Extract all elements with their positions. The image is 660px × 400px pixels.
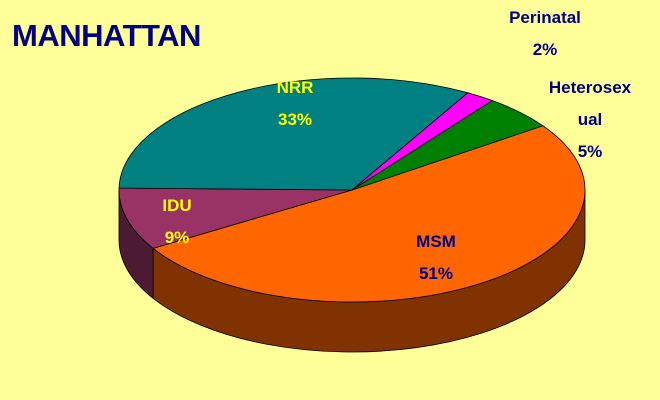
value-label: 5% <box>577 142 603 161</box>
value-label: 2% <box>532 40 558 59</box>
slice-label: Heterosexual 5% <box>545 72 635 168</box>
category-label: IDU <box>162 196 192 215</box>
slice-label: IDU 9% <box>162 190 191 254</box>
value-label: 33% <box>277 110 313 129</box>
slice-label: Perinatal 2% <box>509 2 581 66</box>
category-label: MSM <box>416 232 456 251</box>
value-label: 51% <box>418 264 454 283</box>
slice <box>152 125 586 303</box>
chart-title: MANHATTAN <box>12 18 201 53</box>
category-label: NRR <box>276 78 314 97</box>
category-label: Heterosexual <box>548 78 632 129</box>
slice <box>118 187 353 249</box>
slice <box>351 100 544 191</box>
category-label: Perinatal <box>509 8 581 27</box>
slice-label: NRR 33% <box>277 72 314 136</box>
slice-label: MSM 51% <box>416 226 456 290</box>
slice <box>118 77 469 191</box>
value-label: 9% <box>164 228 190 247</box>
